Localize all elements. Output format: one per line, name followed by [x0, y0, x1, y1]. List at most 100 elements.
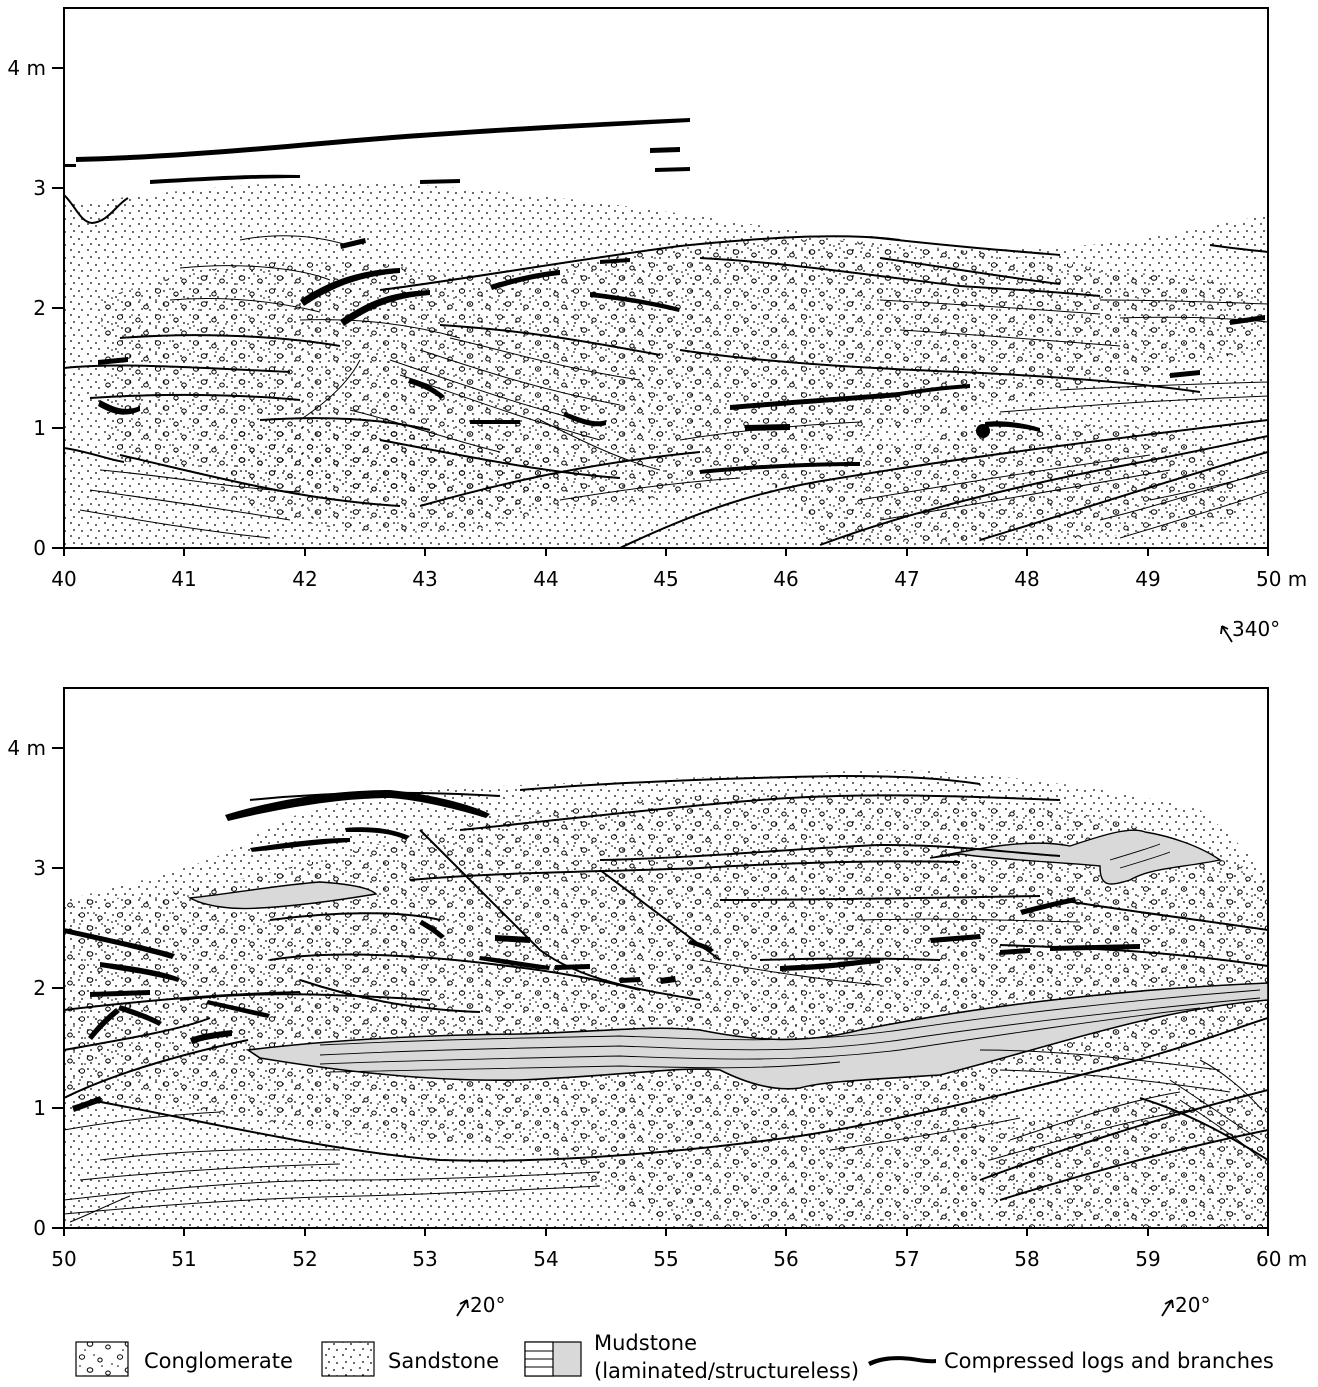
y-tick-label: 0 — [33, 1216, 46, 1240]
log — [64, 928, 175, 959]
x-tick-label: 44 — [533, 567, 558, 591]
log — [345, 827, 410, 840]
x-tick-label: 58 — [1014, 1247, 1039, 1271]
legend-label: Mudstone — [594, 1331, 697, 1355]
conglomerate-body — [64, 792, 1268, 1228]
mudstone-swatch — [524, 1341, 582, 1377]
log — [1230, 315, 1265, 325]
panel-top-y-tick-labels: 0 1 2 3 4 m — [7, 56, 46, 560]
mudstone-body — [929, 829, 1222, 885]
logs-layer — [64, 790, 1140, 1112]
log — [620, 977, 640, 983]
legend-label: Sandstone — [388, 1349, 499, 1373]
x-tick-label: 53 — [412, 1247, 437, 1271]
log — [190, 1030, 232, 1044]
mudstone-body — [187, 881, 378, 910]
log — [250, 838, 350, 852]
x-tick-label: 60 m — [1256, 1247, 1307, 1271]
x-tick-label: 42 — [292, 567, 317, 591]
x-tick-label: 55 — [653, 1247, 678, 1271]
cross-strata — [64, 918, 1263, 1223]
bounding-surfaces — [64, 774, 1268, 1201]
legend: Conglomerate Sandstone Mudstone (laminat… — [75, 1331, 1274, 1383]
panel-bottom-x-axis — [63, 1228, 1269, 1236]
log — [225, 790, 490, 821]
log — [64, 164, 76, 167]
x-tick-label: 50 m — [1256, 567, 1307, 591]
orientation-label: 340° — [1232, 617, 1280, 641]
y-tick-label: 2 — [33, 296, 46, 320]
log — [1170, 370, 1200, 378]
mudstone-body — [245, 982, 1268, 1090]
log — [563, 412, 606, 427]
panel-bottom-y-axis — [52, 747, 64, 1229]
log — [340, 290, 430, 326]
log — [470, 420, 520, 424]
log — [655, 167, 690, 172]
y-tick-label: 3 — [33, 856, 46, 880]
x-tick-label: 41 — [171, 567, 196, 591]
log-swatch-icon — [868, 1356, 936, 1366]
x-tick-label: 52 — [292, 1247, 317, 1271]
log — [700, 462, 860, 474]
legend-item-mudstone: Mudstone (laminated/structureless) — [524, 1331, 859, 1383]
log — [838, 958, 880, 967]
legend-item-conglomerate: Conglomerate — [75, 1341, 293, 1377]
orientation-marker: 20° — [456, 1293, 505, 1317]
log — [976, 424, 990, 438]
conglomerate-body — [220, 426, 564, 533]
x-tick-label: 47 — [894, 567, 919, 591]
y-tick-label: 0 — [33, 536, 46, 560]
x-tick-label: 46 — [773, 567, 798, 591]
log — [76, 118, 690, 162]
legend-label: Conglomerate — [144, 1349, 293, 1373]
x-tick-label: 57 — [894, 1247, 919, 1271]
log — [206, 1000, 270, 1018]
log — [688, 940, 714, 953]
log — [340, 238, 366, 249]
bounding-surfaces — [64, 194, 1268, 548]
log — [98, 400, 140, 415]
orientation-label: 20° — [1175, 1293, 1210, 1317]
panel-top-y-axis — [52, 67, 64, 549]
log — [88, 1008, 120, 1040]
panel-top-x-axis — [63, 548, 1269, 556]
logs-layer — [64, 118, 1265, 474]
orientation-marker: 20° — [1161, 1293, 1210, 1317]
y-tick-label: 1 — [33, 416, 46, 440]
log — [479, 956, 550, 970]
orientation-arrow-icon — [1161, 1299, 1174, 1317]
log — [100, 962, 180, 982]
log — [600, 258, 630, 264]
panel-bottom: 50 51 52 53 54 55 56 57 58 59 60 m 0 1 2… — [7, 687, 1307, 1317]
panel-top: 40 41 42 43 44 45 46 47 48 49 50 m 0 1 2… — [7, 7, 1307, 643]
panel-top-deposits — [64, 118, 1268, 548]
sandstone-swatch — [321, 1341, 375, 1377]
log — [98, 357, 128, 365]
log — [90, 990, 150, 997]
legend-item-sandstone: Sandstone — [321, 1341, 499, 1377]
y-tick-label: 3 — [33, 176, 46, 200]
x-tick-label: 59 — [1135, 1247, 1160, 1271]
conglomerate-swatch — [75, 1341, 129, 1377]
x-tick-label: 40 — [51, 567, 76, 591]
orientation-label: 20° — [470, 1293, 505, 1317]
legend-item-logs: Compressed logs and branches — [868, 1349, 1274, 1373]
log — [555, 964, 590, 970]
log — [118, 1005, 162, 1026]
x-tick-label: 45 — [653, 567, 678, 591]
orientation-arrow-icon — [456, 1299, 469, 1317]
log — [408, 378, 445, 399]
log — [985, 421, 1040, 432]
x-tick-label: 54 — [533, 1247, 558, 1271]
log — [1020, 897, 1076, 915]
conglomerate-body — [760, 424, 1242, 542]
log — [930, 934, 981, 943]
cross-strata — [79, 235, 1268, 539]
log — [72, 1096, 102, 1112]
x-tick-label: 49 — [1135, 567, 1160, 591]
panel-bottom-deposits — [64, 770, 1268, 1228]
x-tick-label: 43 — [412, 567, 437, 591]
x-tick-label: 50 — [51, 1247, 76, 1271]
